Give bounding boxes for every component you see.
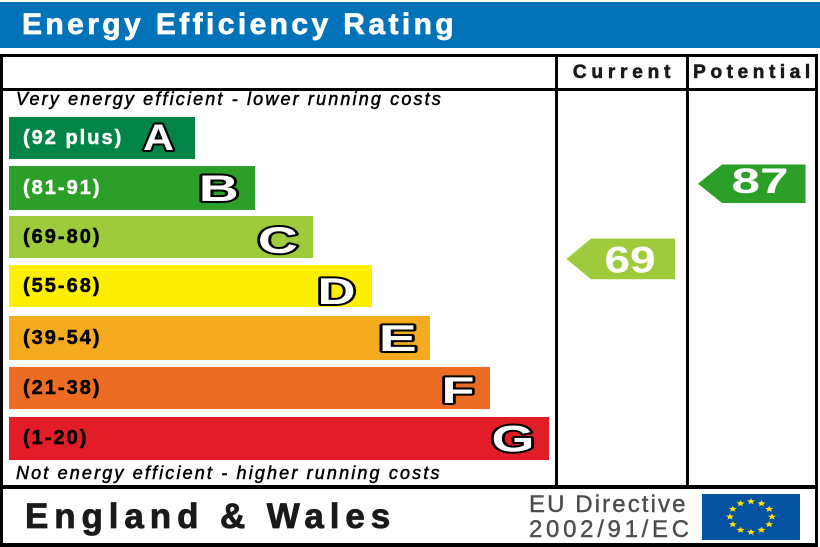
svg-text:G: G [492, 419, 535, 460]
svg-text:C: C [258, 220, 298, 261]
svg-text:69: 69 [605, 240, 656, 281]
svg-text:87: 87 [732, 162, 789, 201]
svg-text:B: B [199, 168, 239, 209]
svg-text:E: E [379, 318, 417, 359]
svg-text:A: A [143, 117, 174, 158]
svg-text:D: D [318, 271, 356, 312]
svg-text:F: F [442, 370, 475, 411]
